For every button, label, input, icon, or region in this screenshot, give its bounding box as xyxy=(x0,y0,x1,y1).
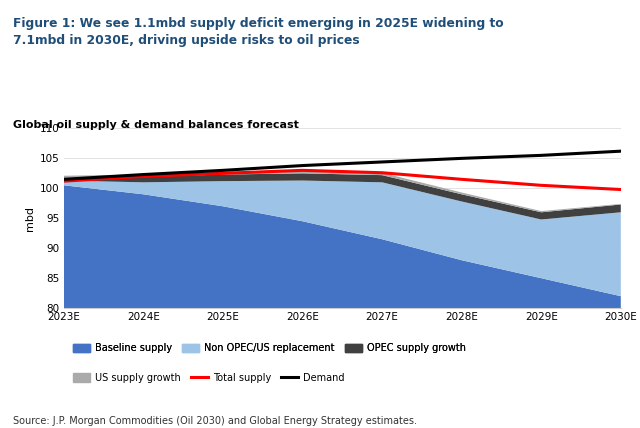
Legend: Baseline supply, Non OPEC/US replacement, OPEC supply growth: Baseline supply, Non OPEC/US replacement… xyxy=(69,339,470,357)
Text: Source: J.P. Morgan Commodities (Oil 2030) and Global Energy Strategy estimates.: Source: J.P. Morgan Commodities (Oil 203… xyxy=(13,416,417,426)
Y-axis label: mbd: mbd xyxy=(24,206,35,231)
Text: Figure 1: We see 1.1mbd supply deficit emerging in 2025E widening to
7.1mbd in 2: Figure 1: We see 1.1mbd supply deficit e… xyxy=(13,17,504,47)
Text: Global oil supply & demand balances forecast: Global oil supply & demand balances fore… xyxy=(13,120,299,130)
Legend: US supply growth, Total supply, Demand: US supply growth, Total supply, Demand xyxy=(69,369,349,387)
